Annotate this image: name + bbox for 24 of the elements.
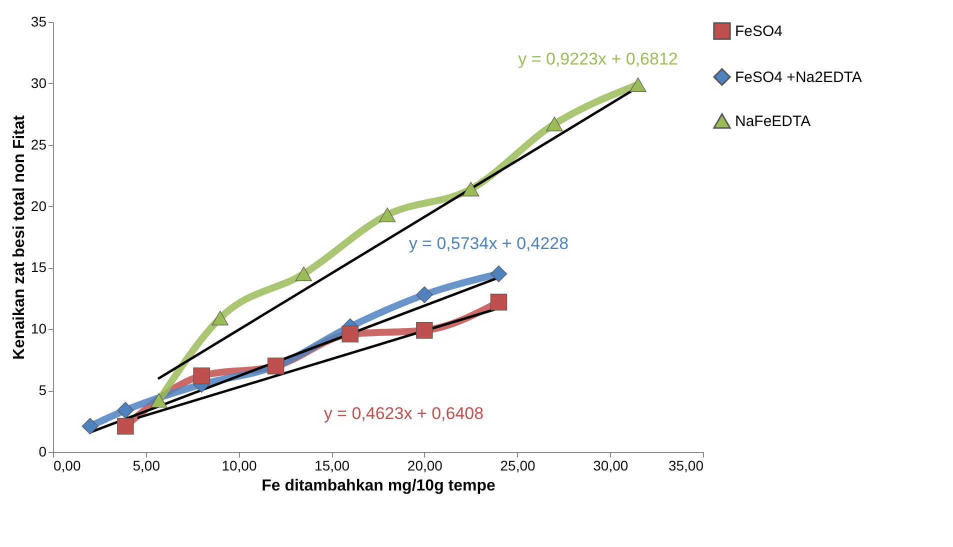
x-tick-label: 30,00 bbox=[593, 458, 628, 474]
x-tick-label: 20,00 bbox=[407, 458, 443, 474]
y-tick-label: 25 bbox=[30, 136, 47, 152]
x-tick-label: 15,00 bbox=[314, 458, 350, 474]
y-tick-label: 5 bbox=[38, 382, 47, 398]
annotation: y = 0,5734x + 0,4228 bbox=[408, 234, 569, 253]
x-tick-label: 0,00 bbox=[54, 458, 81, 474]
y-tick-label: 35 bbox=[30, 14, 47, 30]
legend-label: NaFeEDTA bbox=[735, 113, 811, 130]
y-axis-title: Kenaikan zat besi total non Fitat bbox=[10, 114, 28, 360]
legend-label: FeSO4 bbox=[735, 23, 783, 40]
legend-label: FeSO4 +Na2EDTA bbox=[735, 69, 862, 86]
x-tick-label: 5,00 bbox=[132, 458, 160, 474]
y-tick-label: 10 bbox=[30, 320, 47, 337]
x-tick-label: 25,00 bbox=[500, 458, 536, 474]
y-tick-label: 15 bbox=[30, 259, 47, 276]
x-tick-label: 10,00 bbox=[222, 458, 257, 474]
x-tick-label: 35,00 bbox=[668, 458, 704, 474]
y-tick-label: 30 bbox=[30, 74, 47, 91]
y-tick-label: 0 bbox=[38, 444, 47, 460]
x-axis-title: Fe ditambahkan mg/10g tempe bbox=[262, 478, 496, 494]
annotation: y = 0,4623x + 0,6408 bbox=[324, 404, 484, 424]
annotation: y = 0,9223x + 0,6812 bbox=[518, 50, 678, 69]
y-tick-label: 20 bbox=[30, 198, 47, 214]
